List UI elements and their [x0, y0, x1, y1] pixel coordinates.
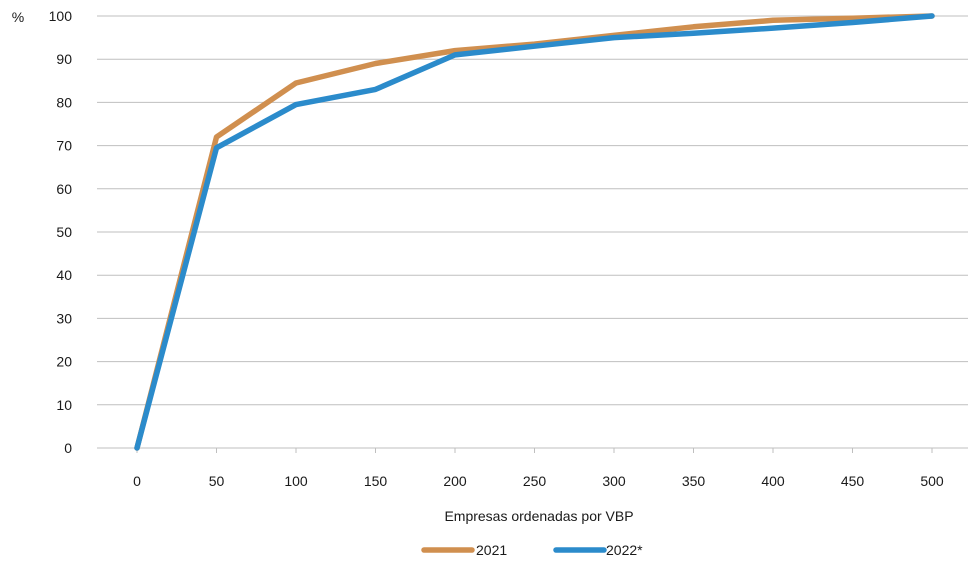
y-tick-label: 100 — [49, 8, 73, 24]
legend: 2021 2022* — [421, 542, 643, 558]
x-tick-label: 500 — [920, 473, 944, 489]
y-tick-label: 50 — [56, 224, 72, 240]
y-tick-label: 20 — [56, 354, 72, 370]
x-tick-label: 100 — [284, 473, 308, 489]
series-line-2022 — [134, 13, 935, 451]
x-tick-label: 250 — [523, 473, 547, 489]
x-tick-label: 450 — [841, 473, 865, 489]
legend-label: 2021 — [476, 542, 507, 558]
gridlines — [97, 15, 968, 449]
y-tick-label: 40 — [56, 267, 72, 283]
x-tick-label: 300 — [602, 473, 626, 489]
y-tick-label: 70 — [56, 138, 72, 154]
x-tick-label: 0 — [133, 473, 141, 489]
x-tick-label: 200 — [443, 473, 467, 489]
y-tick-label: 10 — [56, 397, 72, 413]
y-tick-label: 0 — [64, 440, 72, 456]
x-tick-label: 50 — [209, 473, 225, 489]
axes: % Empresas ordenadas por VBP 0 10 20 30 40 50… — [12, 8, 944, 524]
x-axis-title: Empresas ordenadas por VBP — [444, 508, 633, 524]
y-tick-label: 30 — [56, 310, 72, 326]
y-unit-label: % — [12, 9, 24, 25]
series-lines — [134, 13, 935, 451]
x-tick-label: 350 — [682, 473, 706, 489]
x-tick-label: 400 — [761, 473, 785, 489]
x-tick-label: 150 — [364, 473, 388, 489]
y-tick-label: 60 — [56, 181, 72, 197]
legend-label: 2022* — [606, 542, 643, 558]
y-tick-label: 90 — [56, 51, 72, 67]
y-tick-label: 80 — [56, 94, 72, 110]
